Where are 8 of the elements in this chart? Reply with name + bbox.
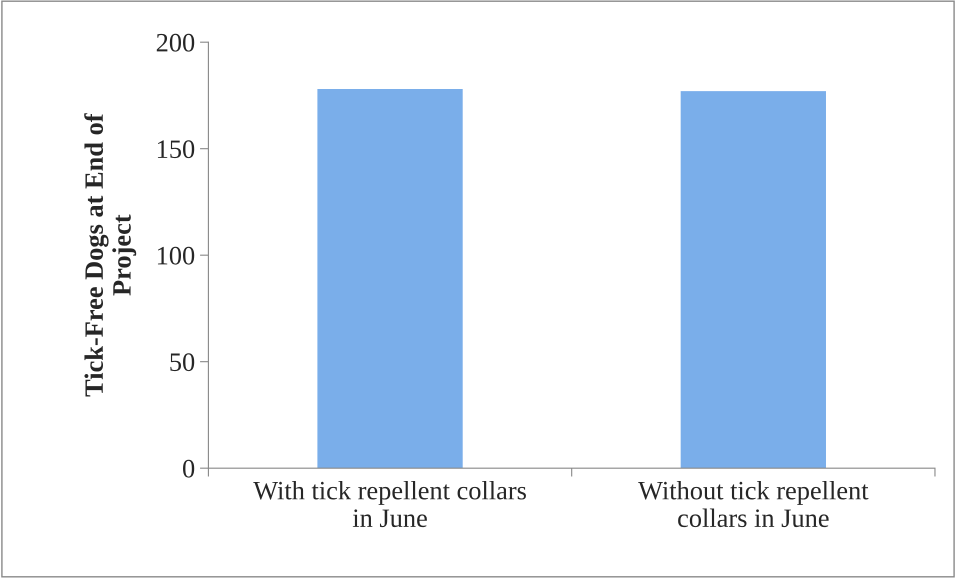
y-tick-label: 100: [158, 246, 194, 265]
y-tick-label: 200: [156, 34, 194, 52]
y-axis-title: Tick-Free Dogs at End of Project: [84, 113, 136, 397]
y-tick-label: 150: [158, 140, 194, 158]
x-tick-label: Without tick repellent collars in June: [638, 480, 868, 528]
x-tick-label: With tick repellent collars in June: [253, 480, 526, 528]
y-tick-label: 50: [170, 353, 194, 372]
y-tick-label: 0: [183, 460, 194, 478]
